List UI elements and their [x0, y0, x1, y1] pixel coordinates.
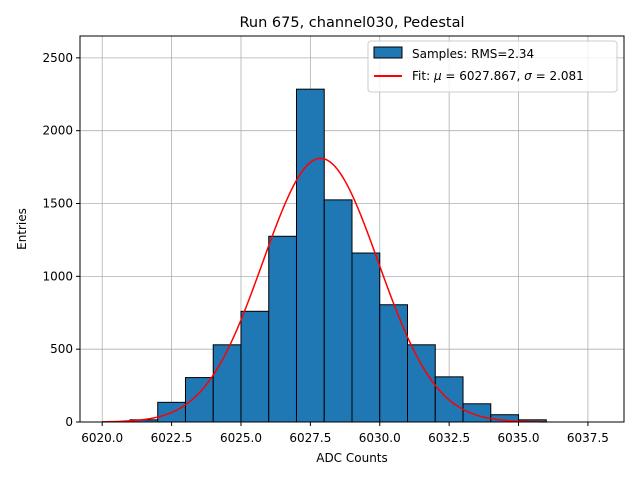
histogram-bar-9: [351, 252, 381, 423]
x-tick-label-4: 6030.0: [359, 431, 401, 445]
histogram-bar-7: [295, 88, 325, 423]
histogram-bar-8: [323, 199, 353, 423]
y-axis-label: Entries: [15, 208, 29, 250]
x-tick-label-7: 6037.5: [567, 431, 609, 445]
x-tick-label-1: 6022.5: [151, 431, 193, 445]
histogram-bar-4: [212, 344, 242, 423]
x-tick-label-5: 6032.5: [428, 431, 470, 445]
x-tick-label-2: 6025.0: [220, 431, 262, 445]
legend-fit-sigma-symbol: σ: [524, 69, 532, 83]
x-tick-label-6: 6035.0: [498, 431, 540, 445]
histogram-bar-10: [379, 304, 409, 423]
y-tick-label-0: 0: [65, 415, 73, 429]
histogram-bar-11: [407, 344, 436, 423]
y-axis-ticks: 0 500 1000 1500 2000 2500: [42, 51, 80, 429]
legend-fit-mu-symbol: μ: [433, 69, 442, 83]
legend-fit-mu-value: = 6027.867,: [442, 69, 525, 83]
y-tick-label-3: 1500: [42, 197, 73, 211]
legend-samples-swatch: [373, 46, 403, 59]
x-axis-ticks: 6020.0 6022.5 6025.0 6027.5 6030.0 6032.5 6035…: [81, 422, 609, 445]
histogram-bar-6: [268, 235, 297, 423]
y-tick-label-1: 500: [50, 342, 73, 356]
legend-box: [367, 40, 618, 93]
x-tick-label-0: 6020.0: [81, 431, 123, 445]
legend: Samples: RMS=2.34 Fit: μ = 6027.867, σ =…: [367, 40, 618, 93]
legend-samples-label: Samples: RMS=2.34: [412, 47, 534, 61]
plot-frame: [79, 35, 625, 423]
chart-title: Run 675, channel030, Pedestal: [239, 15, 464, 31]
x-tick-label-3: 6027.5: [289, 431, 331, 445]
y-tick-label-2: 1000: [42, 269, 73, 283]
y-tick-label-5: 2500: [42, 51, 73, 65]
histogram-bars: [129, 88, 547, 423]
histogram-bar-5: [240, 310, 270, 423]
legend-fit-label: Fit: μ = 6027.867, σ = 2.081: [412, 69, 584, 83]
histogram-bar-3: [184, 377, 214, 423]
legend-fit-sigma-value: = 2.081: [532, 69, 584, 83]
legend-fit-prefix: Fit:: [412, 69, 434, 83]
y-tick-label-4: 2000: [42, 124, 73, 138]
histogram-bar-13: [462, 403, 492, 423]
x-axis-label: ADC Counts: [316, 451, 388, 465]
fit-curve: [102, 157, 547, 423]
